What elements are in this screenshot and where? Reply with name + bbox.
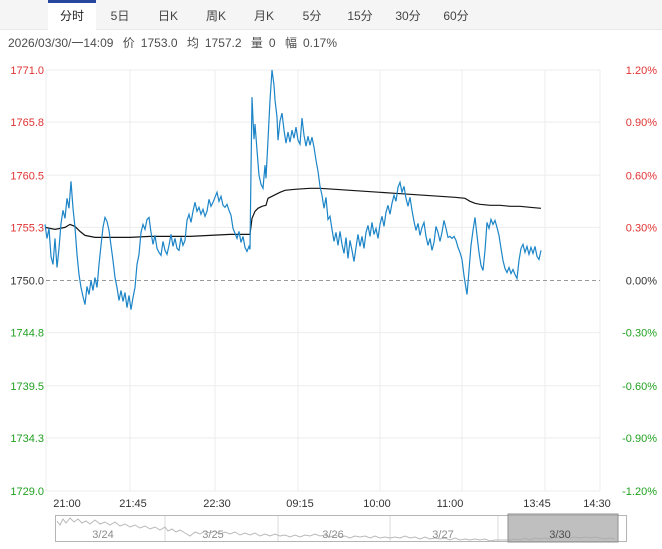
y-axis-percent-label: 0.60% (626, 170, 657, 182)
price-value: 1753.0 (140, 36, 178, 50)
navigator-date-label[interactable]: 3/26 (322, 529, 343, 541)
y-axis-price-label: 1755.3 (10, 222, 44, 234)
x-axis-time-label: 09:15 (286, 498, 314, 510)
volume-value: 0 (268, 36, 276, 50)
navigator-window[interactable] (507, 513, 619, 543)
tab-3[interactable]: 周K (205, 9, 226, 23)
navigator-date-label[interactable]: 3/27 (432, 529, 453, 541)
avg-label: 均 (186, 36, 199, 50)
x-axis-time-label: 11:00 (437, 498, 464, 510)
x-axis-time-label: 22:30 (203, 498, 231, 510)
y-axis-percent-label: 0.30% (626, 222, 657, 234)
y-axis-price-label: 1734.3 (10, 433, 44, 445)
x-axis-time-label: 14:30 (583, 498, 611, 510)
y-axis-percent-label: -0.30% (622, 328, 657, 340)
y-axis-price-label: 1739.5 (10, 381, 44, 393)
y-axis-price-label: 1771.0 (10, 65, 44, 77)
x-axis-time-label: 21:00 (53, 498, 81, 510)
y-axis-percent-label: 0.00% (626, 276, 657, 288)
navigator-date-label[interactable]: 3/24 (92, 529, 113, 541)
y-axis-price-label: 1765.8 (10, 117, 44, 129)
y-axis-percent-label: 1.20% (626, 65, 657, 77)
change-label: 幅 (284, 36, 297, 50)
y-axis-price-label: 1729.0 (10, 486, 44, 498)
tab-5[interactable]: 5分 (302, 9, 322, 23)
volume-label: 量 (250, 36, 263, 50)
quote-datetime: 2026/03/30/一14:09 (8, 36, 114, 50)
tab-7[interactable]: 30分 (395, 9, 421, 23)
x-axis-time-label: 21:45 (119, 498, 147, 510)
y-axis-price-label: 1744.8 (10, 328, 44, 340)
tab-1[interactable]: 5日 (110, 9, 130, 23)
x-axis-time-label: 10:00 (363, 498, 391, 510)
tab-bar: 分时 5日 日K 周K 月K 5分 15分 30分 60分 (0, 0, 662, 30)
y-axis-price-label: 1750.0 (10, 276, 44, 288)
tab-8[interactable]: 60分 (443, 9, 469, 23)
navigator-date-label[interactable]: 3/30 (549, 529, 570, 541)
avg-value: 1757.2 (204, 36, 242, 50)
tab-4[interactable]: 月K (253, 9, 274, 23)
change-value: 0.17% (302, 36, 337, 50)
tab-0-selected[interactable]: 分时 (48, 0, 96, 30)
tab-6[interactable]: 15分 (347, 9, 373, 23)
y-axis-price-label: 1760.5 (10, 170, 44, 182)
y-axis-percent-label: -1.20% (622, 486, 657, 498)
tab-2[interactable]: 日K (157, 9, 178, 23)
navigator-date-label[interactable]: 3/25 (202, 529, 223, 541)
price-line (44, 69, 542, 310)
y-axis-percent-label: 0.90% (626, 117, 657, 129)
chart-plot-area[interactable] (46, 70, 600, 491)
price-label: 价 (122, 36, 135, 50)
y-axis-percent-label: -0.60% (622, 381, 657, 393)
x-axis-time-label: 13:45 (523, 498, 551, 510)
y-axis-percent-label: -0.90% (622, 433, 657, 445)
